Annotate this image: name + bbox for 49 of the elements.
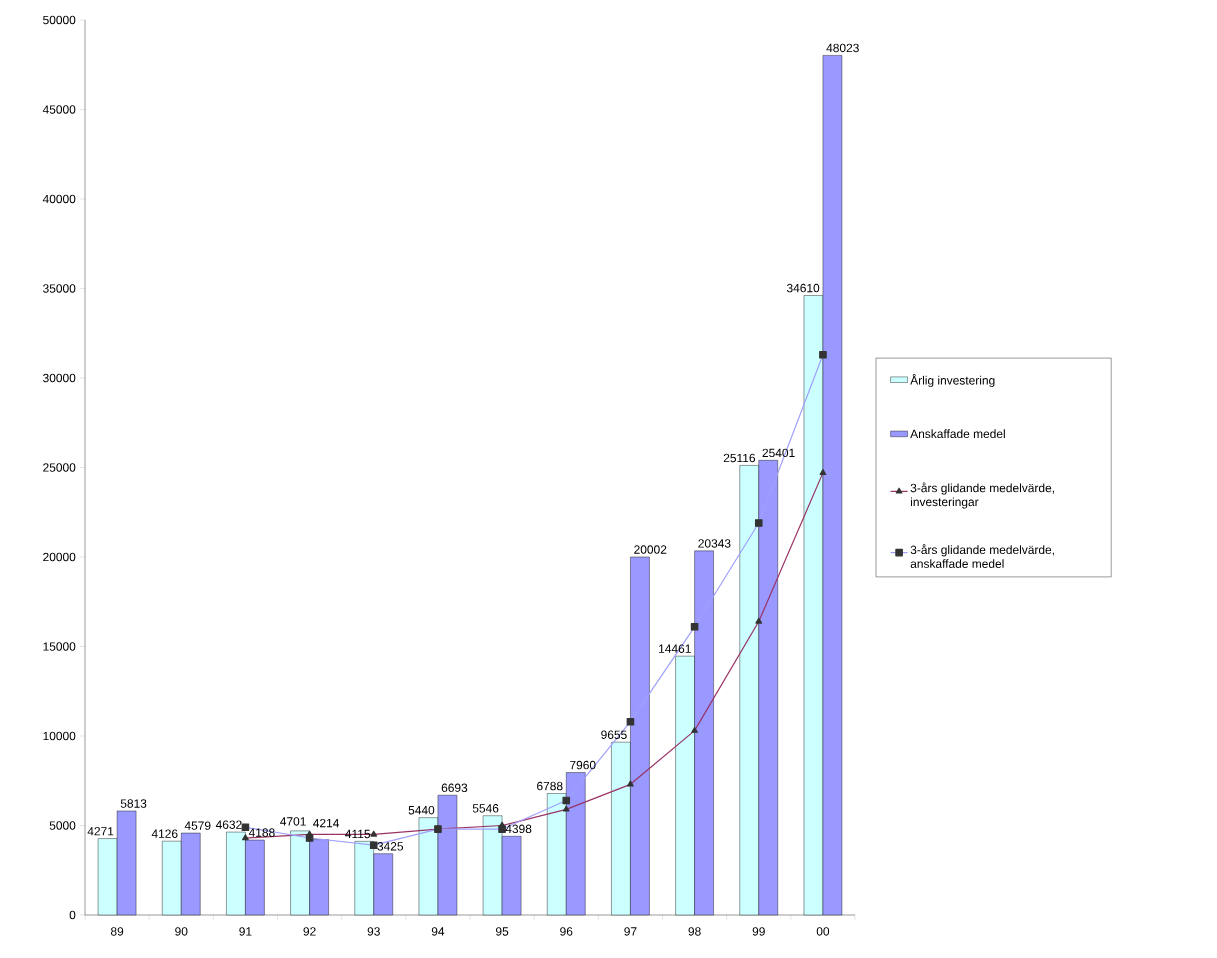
x-tick-label: 90 [175,927,188,936]
x-tick-label: 89 [110,927,124,936]
x-tick-label: 92 [303,927,316,936]
data-label: 9655 [601,730,627,739]
x-tick-label: 00 [816,927,830,936]
data-label: 4579 [184,821,211,830]
y-tick-label: 20000 [43,552,76,562]
y-tick-label: 25000 [43,463,76,472]
data-label: 5813 [120,799,147,808]
data-label: 48023 [826,43,859,53]
data-label: 20343 [698,539,731,548]
data-label: 4214 [313,818,340,828]
data-label: 5440 [408,805,435,815]
y-tick-label: 5000 [49,821,76,830]
data-label: 4632 [215,820,242,829]
x-tick-label: 97 [624,927,637,936]
y-tick-label: 15000 [43,642,76,651]
y-tick-label: 40000 [42,194,76,204]
x-tick-label: 91 [239,927,252,936]
x-tick-label: 96 [560,927,573,936]
legend-label: 3-års glidande medelvärde, investeringar [910,482,1054,509]
y-tick-label: 30000 [43,373,76,383]
x-tick-label: 93 [367,927,380,936]
data-label: 4701 [280,817,306,826]
y-tick-label: 0 [69,910,76,920]
data-label: 25401 [762,448,795,458]
x-tick-label: 95 [496,927,509,936]
legend-label: Årlig investering [910,374,995,388]
data-label: 7960 [570,760,596,770]
data-label: 25116 [723,453,756,463]
legend-label: Anskaffade medel [910,429,1005,439]
y-tick-label: 10000 [43,731,76,741]
data-label: 3425 [377,842,404,851]
legend-label: 3-års glidande medelvärde, anskaffade medel [910,544,1054,568]
data-label: 4271 [87,827,114,836]
data-label: 5546 [472,804,499,813]
y-tick-label: 50000 [43,15,76,25]
data-label: 20002 [634,545,667,554]
data-label: 4126 [151,829,178,838]
data-label: 34610 [786,283,820,293]
y-tick-label: 35000 [43,284,76,293]
y-tick-label: 45000 [42,105,76,114]
x-tick-label: 99 [752,927,765,936]
data-label: 4188 [248,828,275,837]
data-label: 6788 [537,781,563,791]
x-tick-label: 94 [431,927,445,936]
data-label: 14461 [659,644,691,653]
x-tick-label: 98 [688,927,701,936]
data-label: 6693 [441,783,468,792]
